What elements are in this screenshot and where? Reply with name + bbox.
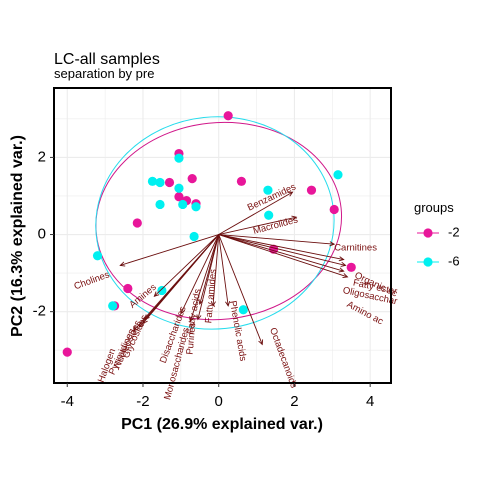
loading-arrow <box>120 234 219 266</box>
legend-label: -6 <box>448 253 460 268</box>
data-point <box>178 199 188 210</box>
legend: groups -2 -6 <box>414 200 460 268</box>
loading-arrow <box>218 234 344 261</box>
x-axis-ticks: -4 -2 0 2 4 <box>61 383 374 410</box>
x-tick-label: 4 <box>366 393 374 410</box>
loading-arrow <box>154 234 220 297</box>
loading-arrowhead <box>225 300 231 307</box>
loading-arrowhead <box>132 326 139 332</box>
y-axis-title: PC2 (16.3% explained var.) <box>9 135 26 337</box>
loading-label: Benzamides <box>246 181 298 213</box>
panel-border <box>53 87 392 384</box>
loading-arrowhead <box>196 314 202 321</box>
loading-arrow <box>218 234 335 245</box>
loading-arrow <box>218 216 297 235</box>
data-point <box>174 192 184 202</box>
data-point <box>223 111 233 121</box>
loading-arrowhead <box>119 261 126 267</box>
loading-arrow <box>218 234 346 266</box>
legend-title: groups <box>414 200 454 215</box>
data-point <box>189 231 199 242</box>
loading-arrowhead <box>258 339 264 346</box>
y-tick-label: 2 <box>38 148 46 165</box>
loading-arrow <box>180 234 220 314</box>
loading-arrowhead <box>338 267 345 273</box>
data-point <box>346 262 356 272</box>
loading-label: Carnitines <box>334 243 377 254</box>
loading-label: Cholines <box>73 269 112 292</box>
loading-label: Purines <box>185 322 199 355</box>
loading-arrowhead <box>180 308 186 315</box>
loading-arrowhead <box>342 273 349 279</box>
data-points <box>62 111 356 357</box>
loading-arrows <box>119 191 349 346</box>
data-point <box>264 210 274 220</box>
x-axis-title: PC1 (26.9% explained var.) <box>121 416 323 433</box>
x-tick-label: -4 <box>61 393 74 410</box>
loading-arrow <box>218 234 344 272</box>
y-tick-label: 0 <box>38 226 46 243</box>
loading-arrow <box>218 191 293 235</box>
loading-arrow <box>218 234 263 345</box>
data-point <box>333 170 343 180</box>
loading-arrow <box>197 234 220 320</box>
data-point <box>187 174 197 184</box>
data-point <box>329 204 339 215</box>
loading-arrow <box>218 234 229 306</box>
loading-arrowhead <box>329 241 336 247</box>
legend-key-point <box>423 257 433 267</box>
loading-arrowhead <box>189 316 195 323</box>
data-point <box>62 347 72 357</box>
loading-label: Macrolides <box>252 214 299 237</box>
legend-key-point <box>423 228 433 238</box>
y-axis-ticks: -2 0 2 <box>33 148 54 320</box>
data-point <box>92 251 103 261</box>
legend-label: -2 <box>448 224 460 239</box>
data-point <box>123 283 133 294</box>
chart-title: LC-all samples <box>54 51 160 68</box>
loading-arrowhead <box>291 215 298 221</box>
x-tick-label: 2 <box>290 393 298 410</box>
data-point <box>174 183 184 193</box>
y-tick-label: -2 <box>33 303 46 320</box>
data-point <box>306 185 317 195</box>
loading-arrow <box>218 234 348 278</box>
data-point <box>155 177 165 188</box>
loading-arrowhead <box>210 301 216 307</box>
loading-arrow <box>212 234 220 306</box>
data-point <box>263 185 273 195</box>
data-point <box>155 199 165 210</box>
loading-arrowhead <box>287 191 294 197</box>
data-point <box>191 202 201 212</box>
data-point <box>238 305 248 315</box>
data-point <box>164 177 175 188</box>
loading-arrowhead <box>340 261 347 267</box>
loading-label: Fatty amides <box>203 268 219 323</box>
data-point <box>236 176 247 186</box>
loading-arrow <box>189 234 220 322</box>
data-point <box>147 176 158 186</box>
chart-subtitle: separation by pre <box>54 66 154 81</box>
data-point <box>174 153 184 163</box>
data-point <box>132 218 142 228</box>
loading-arrowhead <box>338 256 345 262</box>
loading-arrowhead <box>153 291 160 297</box>
data-point <box>108 301 118 311</box>
data-point <box>157 285 167 296</box>
loading-arrow <box>133 234 220 332</box>
x-tick-label: 0 <box>215 393 223 410</box>
x-tick-label: -2 <box>136 393 149 410</box>
